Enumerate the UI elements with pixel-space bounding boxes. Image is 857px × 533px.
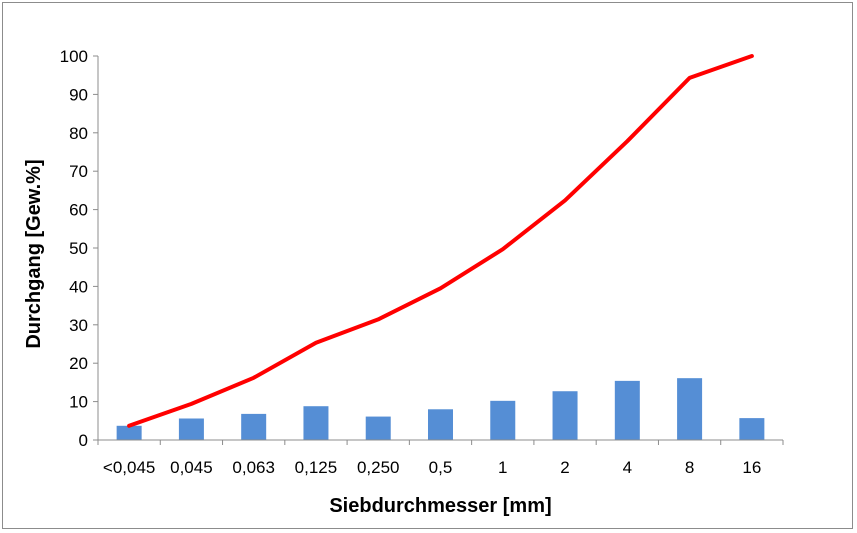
bar — [490, 400, 516, 440]
x-axis-ticks: <0,045 0,045 0,063 0,125 0,250 0,5 1 2 4 8 16 — [97, 440, 784, 477]
y-tick-label: 70 — [69, 162, 88, 181]
x-tick-label: 2 — [560, 458, 569, 477]
x-tick-label: 4 — [623, 458, 632, 477]
bar — [739, 418, 765, 440]
x-tick-label: 0,5 — [429, 458, 453, 477]
bar — [116, 425, 142, 440]
x-tick-label: 0,250 — [357, 458, 400, 477]
bar — [178, 418, 204, 440]
bar — [428, 409, 453, 440]
y-tick-label: 20 — [69, 354, 88, 373]
x-tick-label: 0,045 — [170, 458, 213, 477]
bar — [365, 416, 391, 440]
y-tick-label: 0 — [79, 431, 88, 450]
x-tick-label: <0,045 — [103, 458, 155, 477]
x-tick-label: 0,063 — [232, 458, 275, 477]
y-tick-label: 90 — [69, 85, 88, 104]
y-tick-label: 10 — [69, 393, 88, 412]
x-tick-label: 8 — [685, 458, 694, 477]
x-tick-label: 1 — [498, 458, 507, 477]
bar — [241, 413, 267, 440]
bar — [552, 391, 578, 440]
x-tick-label: 16 — [742, 458, 761, 477]
bar — [614, 380, 640, 440]
y-tick-label: 60 — [69, 201, 88, 220]
y-axis-title: Durchgang [Gew.%] — [23, 159, 45, 348]
x-tick-label: 0,125 — [295, 458, 338, 477]
bar — [303, 406, 329, 440]
y-tick-label: 40 — [69, 277, 88, 296]
y-axis-ticks: 0 10 20 30 40 50 60 70 80 90 100 — [60, 47, 98, 450]
bar-series — [116, 378, 765, 440]
y-tick-label: 50 — [69, 239, 88, 258]
y-tick-label: 100 — [60, 47, 88, 66]
cumulative-line — [127, 54, 754, 428]
x-axis-title: Siebdurchmesser [mm] — [329, 495, 551, 517]
bar — [677, 378, 703, 440]
y-tick-label: 30 — [69, 316, 88, 335]
y-tick-label: 80 — [69, 124, 88, 143]
line-series — [127, 54, 754, 428]
